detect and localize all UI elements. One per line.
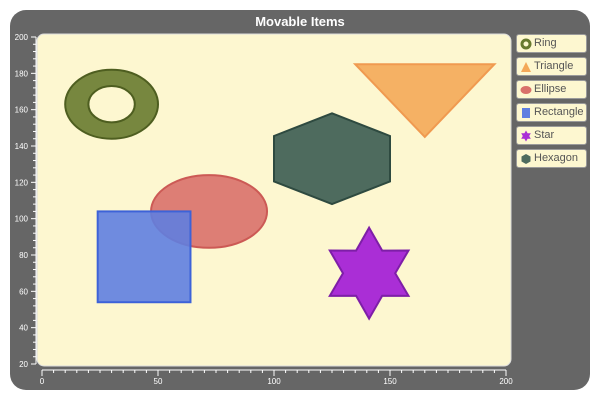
legend: Ring Triangle Ellipse Rectangle Star Hex… (516, 34, 587, 172)
rectangle-shape[interactable] (96, 210, 192, 304)
x-tick-label: 100 (267, 377, 281, 386)
axes: 20 40 60 80 100 120 140 160 180 200 0 50 100 150 200 (15, 33, 514, 386)
y-tick-label: 60 (19, 287, 28, 296)
hexagon-icon (521, 154, 531, 164)
y-tick-label: 40 (19, 324, 28, 333)
x-tick-label: 200 (499, 377, 513, 386)
legend-label: Ring (534, 37, 557, 49)
y-tick-label: 20 (19, 360, 28, 369)
star-shape[interactable] (328, 225, 411, 321)
ring-icon (520, 38, 532, 50)
ellipse-icon (520, 86, 532, 94)
legend-label: Ellipse (534, 83, 567, 95)
movable-shapes[interactable] (64, 63, 497, 321)
legend-item-rectangle[interactable]: Rectangle (516, 103, 587, 122)
x-tick-label: 0 (40, 377, 45, 386)
y-tick-label: 100 (15, 215, 29, 224)
triangle-icon (521, 62, 531, 72)
legend-label: Hexagon (534, 152, 579, 164)
ring-shape[interactable] (64, 68, 160, 140)
triangle-shape[interactable] (352, 63, 497, 139)
y-tick-label: 140 (15, 142, 29, 151)
legend-item-star[interactable]: Star (516, 126, 587, 145)
legend-label: Rectangle (534, 106, 584, 118)
page-title: Movable Items (255, 14, 345, 29)
legend-item-ellipse[interactable]: Ellipse (516, 80, 587, 99)
rectangle-icon (522, 108, 530, 118)
y-tick-label: 180 (15, 69, 29, 78)
x-tick-label: 50 (154, 377, 163, 386)
legend-label: Star (534, 129, 555, 141)
legend-item-hexagon[interactable]: Hexagon (516, 149, 587, 168)
x-tick-label: 150 (383, 377, 397, 386)
y-tick-label: 160 (15, 106, 29, 115)
y-tick-label: 120 (15, 178, 29, 187)
star-icon (521, 130, 531, 142)
legend-item-ring[interactable]: Ring (516, 34, 587, 53)
legend-item-triangle[interactable]: Triangle (516, 57, 587, 76)
y-tick-label: 80 (19, 251, 28, 260)
hexagon-shape[interactable] (273, 112, 391, 206)
legend-label: Triangle (534, 60, 574, 72)
y-tick-label: 200 (15, 33, 29, 42)
